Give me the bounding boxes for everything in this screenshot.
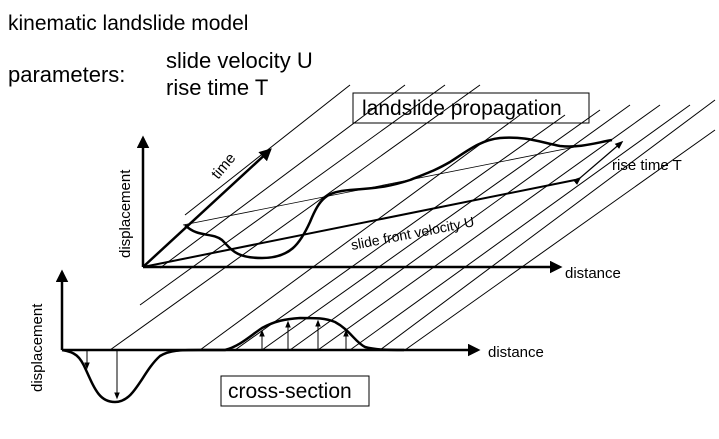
bottom-displacement-label: displacement bbox=[29, 303, 46, 392]
rise-time-label: rise time T bbox=[612, 157, 682, 174]
top-displacement-label: displacement bbox=[117, 169, 134, 258]
time-grid-lines bbox=[109, 84, 716, 351]
time-axis-label: time bbox=[208, 150, 239, 183]
landslide-propagation-box bbox=[352, 92, 590, 124]
landslide-propagation-label: landslide propagation bbox=[362, 97, 562, 120]
propagation-surface-curve bbox=[184, 136, 613, 260]
bottom-distance-label: distance bbox=[488, 344, 544, 361]
slide-front-velocity-label: slide front velocity U bbox=[350, 213, 476, 253]
accumulation-arrows bbox=[259, 319, 349, 350]
rise-time-arrow bbox=[572, 140, 624, 185]
depletion-arrows bbox=[84, 350, 120, 400]
parameters-label: parameters: bbox=[8, 62, 125, 87]
parameter-rise-time: rise time T bbox=[166, 75, 268, 100]
top-time-axis bbox=[142, 148, 272, 268]
parameter-slide-velocity: slide velocity U bbox=[166, 48, 313, 73]
cross-section-curve bbox=[61, 316, 405, 404]
cross-section-label: cross-section bbox=[228, 380, 352, 403]
top-distance-label: distance bbox=[565, 265, 621, 282]
diagram-title: kinematic landslide model bbox=[8, 12, 248, 35]
reference-line bbox=[182, 139, 611, 226]
slide-front-line bbox=[142, 179, 576, 268]
cross-section-box bbox=[220, 375, 370, 407]
